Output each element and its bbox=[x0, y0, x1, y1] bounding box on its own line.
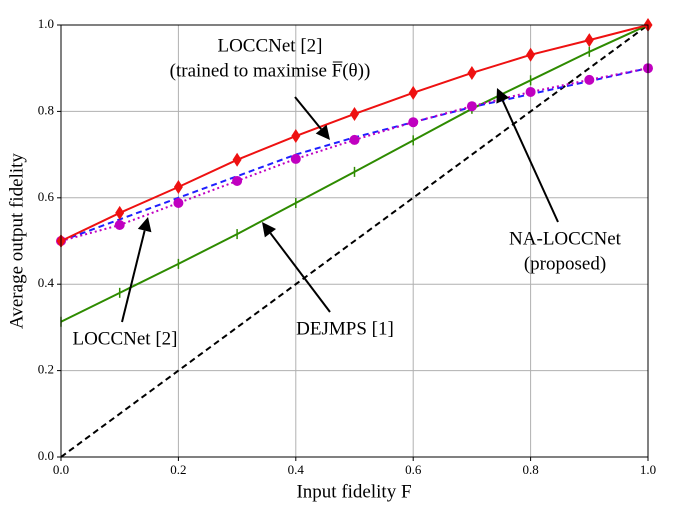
marker bbox=[408, 85, 418, 100]
marker bbox=[114, 220, 125, 231]
x-tick-label: 0.6 bbox=[405, 462, 422, 477]
arrow-shaft bbox=[501, 100, 559, 223]
marker bbox=[173, 180, 183, 194]
x-tick-label: 0.2 bbox=[170, 462, 186, 477]
arrow-shaft bbox=[294, 96, 322, 130]
x-tick-label: 0.0 bbox=[53, 462, 69, 477]
arrow-shaft bbox=[121, 230, 146, 323]
marker bbox=[466, 101, 477, 112]
marker bbox=[525, 86, 536, 97]
marker bbox=[349, 134, 360, 145]
y-tick-label: 0.8 bbox=[38, 102, 54, 117]
x-tick-label: 0.4 bbox=[288, 462, 305, 477]
annotation: LOCCNet [2] bbox=[217, 35, 322, 56]
plot-frame bbox=[60, 24, 649, 458]
series-line bbox=[60, 67, 649, 242]
marker bbox=[526, 47, 536, 62]
marker bbox=[173, 197, 184, 208]
arrow-shaft bbox=[269, 232, 331, 313]
annotation: DEJMPS [1] bbox=[296, 318, 394, 339]
y-tick-label: 0.6 bbox=[38, 189, 55, 204]
x-tick-label: 1.0 bbox=[640, 462, 656, 477]
marker bbox=[584, 33, 594, 48]
marker bbox=[115, 205, 125, 220]
series-line bbox=[60, 67, 649, 242]
marker bbox=[290, 153, 301, 164]
arrow-head bbox=[315, 124, 330, 140]
y-tick-label: 0.4 bbox=[38, 275, 55, 290]
y-axis-label: Average output fidelity bbox=[6, 153, 27, 329]
marker bbox=[350, 106, 359, 121]
arrow-head bbox=[496, 88, 510, 104]
y-tick-label: 0.0 bbox=[38, 448, 54, 463]
x-axis-label: Input fidelity F bbox=[296, 481, 411, 502]
marker bbox=[291, 129, 301, 144]
arrow-head bbox=[262, 222, 277, 238]
arrow-head bbox=[137, 217, 152, 233]
marker bbox=[467, 65, 477, 80]
y-tick-label: 0.2 bbox=[38, 362, 54, 377]
series-line bbox=[60, 24, 649, 458]
y-tick-label: 1.0 bbox=[38, 16, 54, 31]
marker bbox=[232, 152, 242, 167]
marker bbox=[232, 175, 243, 186]
marker bbox=[584, 74, 595, 85]
annotation: (proposed) bbox=[524, 253, 606, 274]
annotation: LOCCNet [2] bbox=[72, 328, 177, 349]
x-tick-label: 0.8 bbox=[522, 462, 538, 477]
annotation: NA-LOCCNet bbox=[509, 228, 622, 249]
annotation: (trained to maximise F̅(θ)) bbox=[170, 60, 371, 81]
marker bbox=[408, 117, 419, 128]
